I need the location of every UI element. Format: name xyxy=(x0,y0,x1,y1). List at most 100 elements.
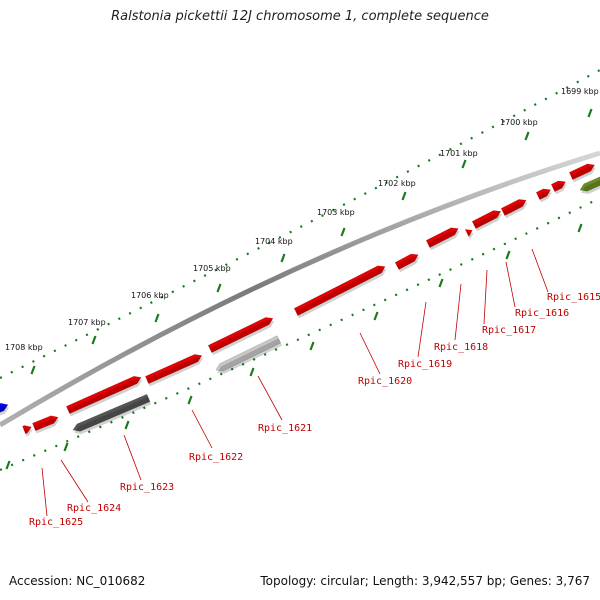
gene-body xyxy=(471,210,502,229)
outer-major-tick xyxy=(461,159,467,169)
gene-arrow xyxy=(425,227,460,251)
gene-arrow xyxy=(550,180,567,195)
kbp-labels: 1699 kbp 1700 kbp 1701 kbp 1702 kbp 1703 kbp… xyxy=(5,87,599,352)
gene-arrow xyxy=(72,393,152,435)
gene-body xyxy=(579,176,600,192)
gene-arrow xyxy=(500,199,528,219)
gene-body xyxy=(215,335,282,372)
gene-shadow xyxy=(537,191,552,203)
leader-line xyxy=(60,459,89,503)
gene-body xyxy=(72,393,151,432)
kbp-label: 1706 kbp xyxy=(131,291,169,300)
leader-lines xyxy=(41,248,549,517)
gene-shadow xyxy=(146,357,204,387)
kbp-label: 1707 kbp xyxy=(68,318,106,327)
leader-line xyxy=(505,261,516,308)
chromosome-backbone xyxy=(0,150,600,428)
gene-label: Rpic_1621 xyxy=(258,423,312,434)
gene-shadow xyxy=(33,418,60,434)
leader-line xyxy=(417,301,427,358)
inner-major-tick xyxy=(505,250,511,260)
gene-body xyxy=(568,163,595,180)
gene-label: Rpic_1622 xyxy=(189,452,243,463)
gene-arrow xyxy=(22,425,33,437)
gene-body xyxy=(0,403,9,415)
gene-body xyxy=(425,227,459,248)
kbp-label: 1700 kbp xyxy=(500,118,538,127)
gene-arrow xyxy=(66,375,143,417)
leader-line xyxy=(454,283,462,341)
gene-shadow xyxy=(466,232,474,240)
outer-major-tick xyxy=(91,335,97,345)
gene-shadow xyxy=(74,397,152,435)
gene-shadow xyxy=(217,338,282,374)
gene-label: Rpic_1620 xyxy=(358,376,412,387)
gene-label: Rpic_1623 xyxy=(120,482,174,493)
gene-label: Rpic_1616 xyxy=(515,308,569,319)
gene-arrow xyxy=(207,317,275,356)
leader-line xyxy=(359,332,381,375)
gene-label: Rpic_1615 xyxy=(547,292,600,303)
gene-arrow xyxy=(0,403,10,417)
gene-body xyxy=(22,425,32,435)
gene-body xyxy=(500,199,527,216)
gene-body xyxy=(550,180,566,192)
leader-line xyxy=(257,375,283,421)
gene-shadow xyxy=(396,256,420,273)
gene-arrow xyxy=(32,415,60,434)
leader-line xyxy=(483,269,488,325)
gene-labels: Rpic_1615 Rpic_1616 Rpic_1617 Rpic_1618 Rpic… xyxy=(29,292,600,528)
kbp-label: 1708 kbp xyxy=(5,343,43,352)
map-title: Ralstonia pickettii 12J chromosome 1, co… xyxy=(111,9,489,24)
gene-arrow xyxy=(579,176,600,194)
inner-major-tick xyxy=(373,311,379,321)
leader-line xyxy=(191,409,213,449)
leader-line xyxy=(41,467,48,517)
gene-label: Rpic_1618 xyxy=(434,342,488,353)
gene-body xyxy=(293,265,386,316)
outer-major-tick xyxy=(401,191,407,201)
outer-major-tick xyxy=(154,313,160,323)
gene-shadow xyxy=(295,268,387,319)
topology-text: Topology: circular; Length: 3,942,557 bp… xyxy=(260,574,590,588)
major-ticks xyxy=(5,108,593,470)
kbp-label: 1701 kbp xyxy=(440,149,478,158)
gene-label: Rpic_1617 xyxy=(482,325,536,336)
kbp-label: 1705 kbp xyxy=(193,264,231,273)
gene-body xyxy=(535,188,551,200)
inner-major-tick xyxy=(577,223,583,233)
outer-major-tick xyxy=(216,283,222,293)
gene-label: Rpic_1624 xyxy=(67,503,121,514)
inner-major-tick xyxy=(63,442,69,452)
gene-arrow xyxy=(471,210,503,232)
outer-major-tick xyxy=(340,227,346,237)
gene-shadow xyxy=(502,202,528,219)
kbp-label: 1699 kbp xyxy=(561,87,599,96)
genes xyxy=(0,163,600,437)
gene-arrow xyxy=(568,163,596,183)
gene-shadow xyxy=(581,179,600,194)
gene-shadow xyxy=(209,320,275,356)
gene-shadow xyxy=(570,166,596,183)
outer-major-tick xyxy=(30,365,36,375)
gene-arrow xyxy=(394,253,420,273)
outer-major-tick xyxy=(280,253,286,263)
gene-shadow xyxy=(552,183,567,195)
gene-arrow xyxy=(215,335,282,374)
inner-major-tick xyxy=(5,460,11,470)
inner-major-tick xyxy=(124,420,130,430)
gene-arrow xyxy=(145,354,204,387)
inner-major-tick xyxy=(187,395,193,405)
gene-arrow xyxy=(464,229,474,240)
gene-body xyxy=(464,229,473,238)
gene-shadow xyxy=(427,230,460,251)
leader-line xyxy=(531,248,549,293)
gene-body xyxy=(394,253,419,270)
leader-line xyxy=(123,434,142,481)
kbp-label: 1704 kbp xyxy=(255,237,293,246)
kbp-label: 1702 kbp xyxy=(378,179,416,188)
gene-body xyxy=(207,317,274,353)
gene-label: Rpic_1625 xyxy=(29,517,83,528)
gene-shadow xyxy=(23,428,33,437)
